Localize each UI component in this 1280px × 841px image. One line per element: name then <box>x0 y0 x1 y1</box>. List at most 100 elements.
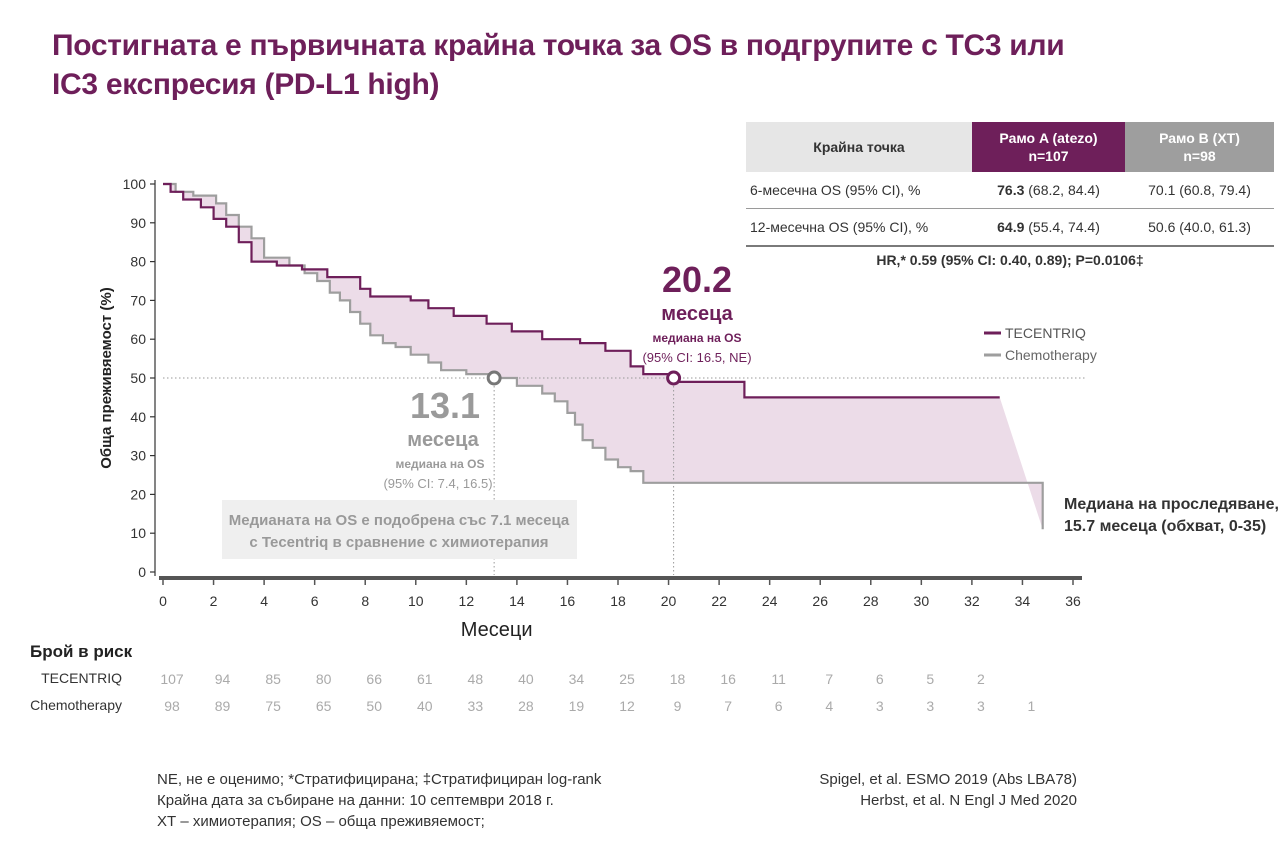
risk-value-chemo: 89 <box>215 698 231 714</box>
tecentriq-median-value: 20.2 <box>662 259 732 300</box>
y-tick-label: 50 <box>130 370 146 386</box>
risk-value-chemo: 40 <box>417 698 433 714</box>
reference-1: Spigel, et al. ESMO 2019 (Abs LBA78) <box>819 771 1077 788</box>
tecentriq-median-unit: месеца <box>661 303 733 325</box>
footnote-1: NE, не е оценимо; *Стратифицирана; ‡Стра… <box>157 771 602 788</box>
title-line-1: Постигната е първичната крайна точка за … <box>52 29 1065 62</box>
x-tick-label: 16 <box>560 593 576 609</box>
risk-value-tecentriq: 18 <box>670 671 686 687</box>
risk-value-chemo: 75 <box>265 698 281 714</box>
risk-label-tecentriq: TECENTRIQ <box>41 670 122 686</box>
x-tick-label: 22 <box>711 593 727 609</box>
legend-label-chemotherapy: Chemotherapy <box>1005 347 1097 363</box>
arm-a-value: 64.9 (55.4, 74.4) <box>972 208 1125 247</box>
risk-value-tecentriq: 61 <box>417 671 433 687</box>
x-tick-label: 14 <box>509 593 525 609</box>
improvement-text-line-1: Медианата на OS е подобрена със 7.1 месе… <box>229 512 570 529</box>
x-tick-label: 36 <box>1065 593 1081 609</box>
x-tick-label: 24 <box>762 593 778 609</box>
y-axis-title: Обща преживяемост (%) <box>98 287 115 468</box>
followup-line-1: Медиана на проследяване, <box>1064 496 1279 513</box>
chemo-median-ci: (95% CI: 7.4, 16.5) <box>383 476 492 491</box>
arm-a-value-ci: (55.4, 74.4) <box>1024 219 1100 235</box>
risk-value-chemo: 6 <box>775 698 783 714</box>
risk-value-chemo: 9 <box>674 698 682 714</box>
table-row: 12-месечна OS (95% CI), % 64.9 (55.4, 74… <box>746 208 1274 247</box>
x-tick-label: 12 <box>459 593 475 609</box>
y-tick-label: 80 <box>130 254 146 270</box>
chemo-median-label: медиана на OS <box>395 457 484 471</box>
risk-value-tecentriq: 5 <box>926 671 934 687</box>
risk-value-chemo: 4 <box>825 698 833 714</box>
arm-b-value: 70.1 (60.8, 79.4) <box>1125 172 1274 209</box>
risk-value-chemo: 28 <box>518 698 534 714</box>
risk-value-tecentriq: 6 <box>876 671 884 687</box>
risk-value-tecentriq: 7 <box>825 671 833 687</box>
x-tick-label: 26 <box>812 593 828 609</box>
arm-b-label: Рамо B (ХТ) <box>1159 130 1240 146</box>
table-header-arm-a: Рамо A (atezo) n=107 <box>972 122 1125 172</box>
risk-value-tecentriq: 11 <box>771 671 786 687</box>
risk-value-tecentriq: 107 <box>160 671 184 687</box>
table-header-arm-b: Рамо B (ХТ) n=98 <box>1125 122 1274 172</box>
reference-2: Herbst, et al. N Engl J Med 2020 <box>860 792 1077 809</box>
improvement-text-line-2: с Tecentriq в сравнение с химиотерапия <box>249 534 548 551</box>
risk-value-chemo: 12 <box>619 698 635 714</box>
x-tick-label: 6 <box>311 593 319 609</box>
risk-value-tecentriq: 2 <box>977 671 985 687</box>
table-row: 6-месечна OS (95% CI), % 76.3 (68.2, 84.… <box>746 172 1274 209</box>
risk-value-chemo: 3 <box>977 698 985 714</box>
os-table: Крайна точка Рамо A (atezo) n=107 Рамо B… <box>746 122 1274 247</box>
x-tick-label: 18 <box>610 593 626 609</box>
area-between-curves <box>163 184 1043 530</box>
legend-label-tecentriq: TECENTRIQ <box>1005 325 1086 341</box>
risk-value-tecentriq: 94 <box>215 671 231 687</box>
improvement-box <box>222 500 577 559</box>
y-tick-label: 10 <box>130 525 146 541</box>
x-tick-label: 32 <box>964 593 980 609</box>
x-axis-title: Месеци <box>461 619 533 641</box>
risk-value-chemo: 7 <box>724 698 732 714</box>
followup-line-2: 15.7 месеца (обхват, 0-35) <box>1064 518 1266 535</box>
footnotes: NE, не е оценимо; *Стратифицирана; ‡Стра… <box>157 769 601 832</box>
footnote-3: ХТ – химиотерапия; OS – обща преживяемос… <box>157 813 485 830</box>
y-tick-label: 0 <box>138 564 146 580</box>
risk-value-tecentriq: 85 <box>265 671 281 687</box>
risk-value-tecentriq: 48 <box>468 671 484 687</box>
arm-a-n: n=107 <box>1028 148 1069 164</box>
y-tick-label: 90 <box>130 215 146 231</box>
x-tick-label: 8 <box>361 593 369 609</box>
risk-value-chemo: 98 <box>164 698 180 714</box>
risk-value-tecentriq: 34 <box>569 671 585 687</box>
arm-a-value-ci: (68.2, 84.4) <box>1024 182 1100 198</box>
row-label: 12-месечна OS (95% CI), % <box>746 208 972 247</box>
risk-value-chemo: 3 <box>876 698 884 714</box>
x-tick-label: 0 <box>159 593 167 609</box>
y-tick-label: 20 <box>130 486 146 502</box>
y-tick-label: 100 <box>123 176 147 192</box>
x-tick-label: 4 <box>260 593 268 609</box>
arm-a-value: 76.3 (68.2, 84.4) <box>972 172 1125 209</box>
footnote-2: Крайна дата за събиране на данни: 10 сеп… <box>157 792 554 809</box>
chemo-median-marker <box>486 370 502 386</box>
arm-a-value-bold: 76.3 <box>997 182 1025 198</box>
references: Spigel, et al. ESMO 2019 (Abs LBA78) Her… <box>780 769 1077 811</box>
series-line-tecentriq <box>163 182 1000 399</box>
risk-value-chemo: 50 <box>366 698 382 714</box>
hazard-ratio: HR,* 0.59 (95% CI: 0.40, 0.89); P=0.0106… <box>876 252 1144 268</box>
x-tick-label: 2 <box>210 593 218 609</box>
y-tick-label: 60 <box>130 331 146 347</box>
arm-a-label: Рамо A (atezo) <box>999 130 1098 146</box>
arm-a-value-bold: 64.9 <box>997 219 1025 235</box>
risk-value-tecentriq: 40 <box>518 671 534 687</box>
risk-value-chemo: 33 <box>468 698 484 714</box>
risk-value-tecentriq: 80 <box>316 671 332 687</box>
risk-value-tecentriq: 66 <box>366 671 382 687</box>
arm-b-value: 50.6 (40.0, 61.3) <box>1125 208 1274 247</box>
x-tick-label: 34 <box>1015 593 1031 609</box>
table-header-endpoint: Крайна точка <box>746 122 972 172</box>
x-tick-label: 30 <box>914 593 930 609</box>
risk-title: Брой в риск <box>30 642 133 661</box>
risk-label-chemo: Chemotherapy <box>30 697 122 713</box>
